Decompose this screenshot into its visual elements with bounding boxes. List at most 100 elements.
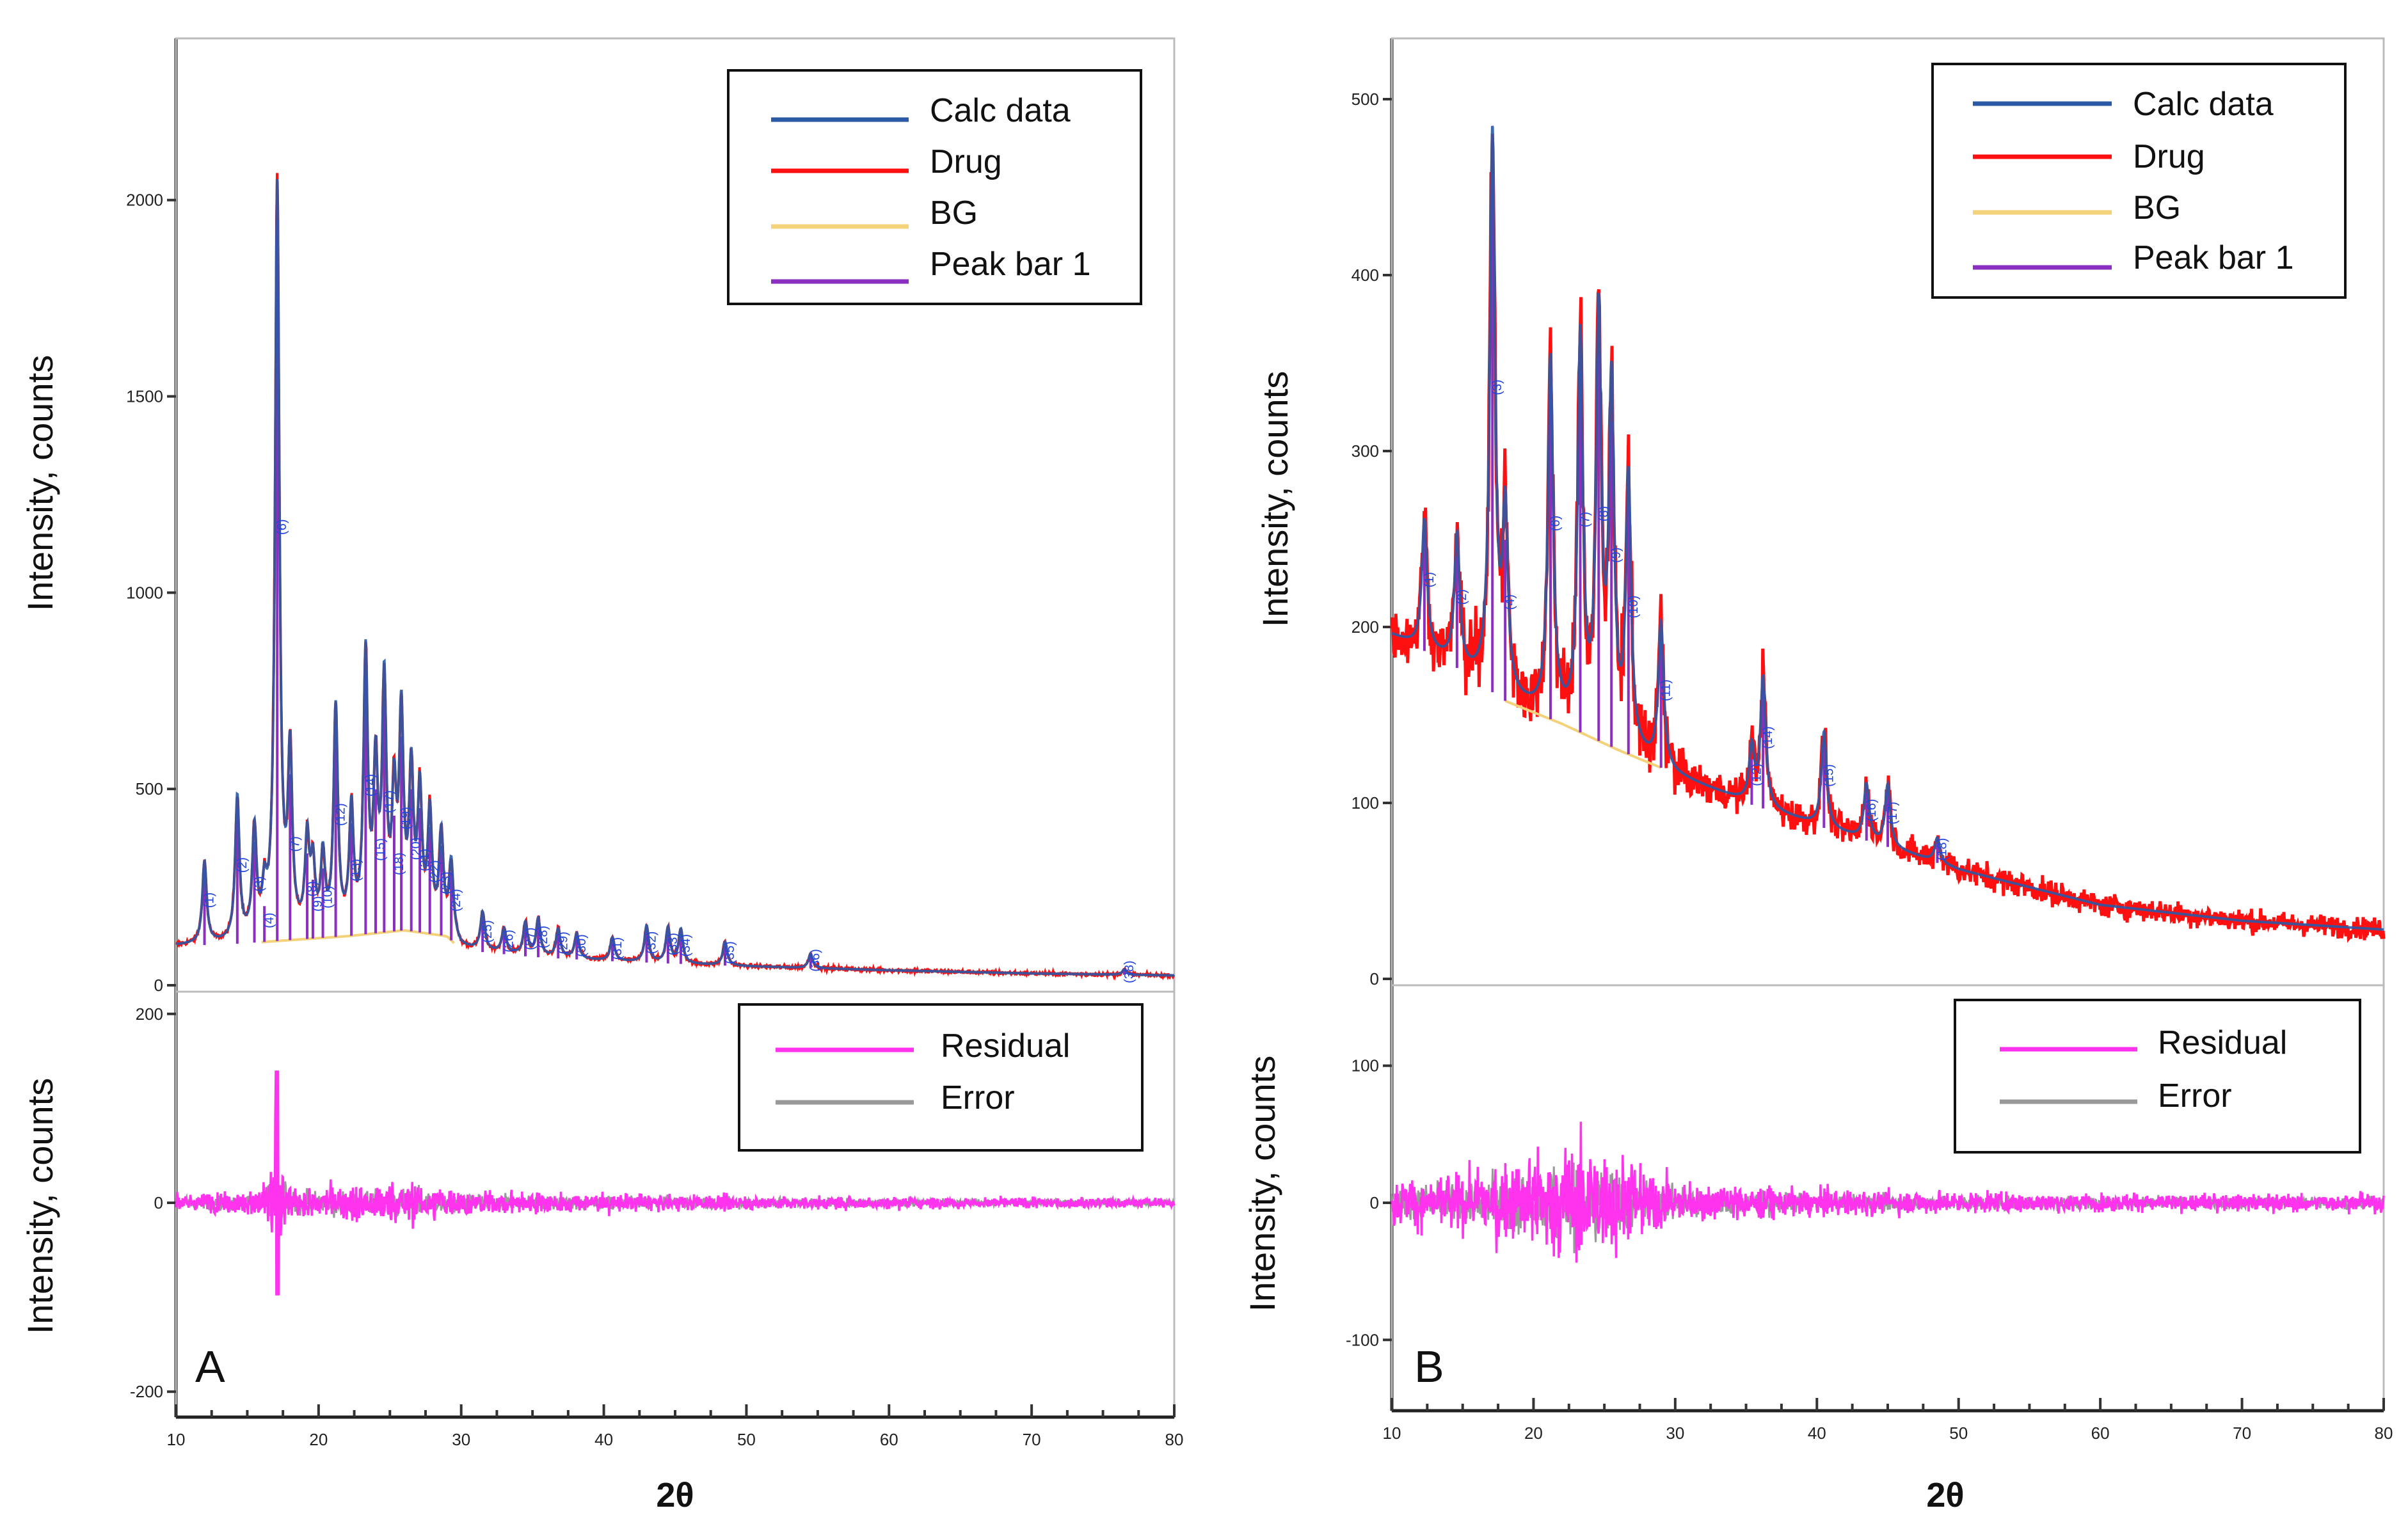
peak-label: (9) — [311, 896, 325, 911]
panel-a-letter: A — [195, 1342, 225, 1392]
x-tick-label: 10 — [1383, 1424, 1401, 1443]
legend-label-bg: BG — [2133, 189, 2181, 226]
legend-label-peak-bar: Peak bar 1 — [930, 246, 1091, 283]
peak-label: (20) — [410, 837, 424, 861]
peak-label: (18) — [1936, 838, 1950, 861]
x-tick-label: 20 — [1524, 1424, 1543, 1443]
peak-label: (11) — [1659, 679, 1673, 701]
x-tick-label: 80 — [1165, 1430, 1184, 1449]
panel-b-top-ylabel: Intensity, counts — [1255, 371, 1295, 628]
legend-label-residual: Residual — [941, 1027, 1070, 1065]
y-tick-label: 100 — [1352, 1056, 1379, 1075]
panel-a-bottom-curves — [175, 1070, 1176, 1296]
legend-label-drug: Drug — [2133, 138, 2205, 175]
panel-b-bottom-curves — [1391, 1122, 2385, 1263]
peak-label: (35) — [723, 941, 737, 964]
peak-label: (7) — [288, 836, 302, 852]
peak-label: (10) — [321, 885, 335, 908]
legend-label-drug: Drug — [930, 143, 1002, 180]
peak-label: (28) — [536, 926, 550, 949]
peak-label: (21) — [418, 848, 432, 871]
peak-label: (13) — [349, 859, 363, 882]
peak-label: (24) — [449, 889, 463, 912]
peak-label: (31) — [610, 937, 625, 960]
legend-label-bg: BG — [930, 194, 978, 232]
panel-a-x-ticks: 10 20 30 40 50 60 70 80 — [167, 1404, 1184, 1449]
peak-label: (2) — [1455, 589, 1469, 605]
series-calc-data — [1391, 125, 2384, 931]
legend-label-error: Error — [941, 1079, 1015, 1116]
peak-label: (15) — [1822, 764, 1836, 787]
x-tick-label: 50 — [737, 1430, 756, 1449]
peak-label: (33) — [666, 933, 680, 956]
panel-a-peak-labels: (1) (2)(3) (4) (6) (7) (8)(9)(10) (12) (13) (14)… — [203, 520, 1136, 983]
y-tick-label: -200 — [130, 1382, 163, 1401]
peak-label: (27) — [523, 928, 538, 951]
peak-label: (3) — [253, 876, 267, 891]
x-tick-label: 80 — [2375, 1424, 2393, 1443]
series-residual — [175, 1070, 1176, 1296]
peak-label: (22) — [428, 860, 442, 883]
peak-label: (8) — [1597, 506, 1611, 521]
x-tick-label: 40 — [594, 1430, 613, 1449]
panel-b-xlabel: 2θ — [1926, 1476, 1964, 1514]
peak-label: (12) — [334, 803, 348, 826]
peak-label: (17) — [1886, 802, 1900, 825]
panel-a-legend: Calc data Drug BG Peak bar 1 — [727, 69, 1142, 305]
legend-label-peak-bar: Peak bar 1 — [2133, 239, 2294, 276]
peak-label: (6) — [1549, 516, 1563, 531]
x-tick-label: 20 — [309, 1430, 328, 1449]
peak-label: (1) — [203, 892, 217, 908]
peak-label: (32) — [644, 932, 658, 955]
peak-label: (34) — [679, 934, 693, 957]
series-residual — [1391, 1122, 2385, 1263]
y-tick-label: 400 — [1352, 266, 1379, 285]
panel-a-xlabel: 2θ — [656, 1476, 694, 1514]
peak-label: (1) — [1423, 572, 1437, 587]
peak-label: (6) — [275, 520, 289, 535]
peak-label: (18) — [392, 852, 406, 875]
y-tick-label: 0 — [154, 976, 163, 995]
y-tick-label: 1000 — [126, 583, 163, 602]
peak-label: (38) — [1122, 960, 1136, 983]
peak-label: (16) — [1865, 799, 1879, 822]
panel-b-letter: B — [1414, 1342, 1444, 1392]
x-tick-label: 30 — [452, 1430, 470, 1449]
y-tick-label: 200 — [1352, 617, 1379, 637]
peak-label: (2) — [235, 857, 250, 873]
panel-b-x-ticks: 10 20 30 40 50 60 70 80 — [1383, 1398, 2393, 1443]
y-tick-label: 500 — [1352, 90, 1379, 109]
x-tick-label: 30 — [1666, 1424, 1684, 1443]
peak-label: (29) — [556, 932, 570, 955]
peak-label: (12) — [1750, 763, 1764, 786]
series-calc-data — [175, 178, 1174, 977]
x-tick-label: 10 — [167, 1430, 186, 1449]
panel-b-bottom-ylabel: Intensity, counts — [1242, 1056, 1282, 1312]
y-tick-label: 500 — [136, 779, 163, 798]
y-tick-label: 100 — [1352, 793, 1379, 813]
x-tick-label: 70 — [2233, 1424, 2251, 1443]
legend-label-residual: Residual — [2158, 1024, 2287, 1061]
x-tick-label: 60 — [880, 1430, 898, 1449]
series-bg — [1504, 699, 1662, 769]
y-tick-label: 2000 — [126, 191, 163, 210]
y-tick-label: 1500 — [126, 387, 163, 406]
legend-label-calc: Calc data — [2133, 86, 2274, 123]
x-tick-label: 40 — [1808, 1424, 1826, 1443]
legend-label-calc: Calc data — [930, 92, 1071, 129]
peak-label: (36) — [809, 949, 823, 972]
peak-label: (10) — [1627, 596, 1641, 619]
panel-b-bottom-y-ticks: -100 0 100 — [1346, 1056, 1392, 1349]
panel-b-residual-legend: Residual Error — [1954, 999, 2361, 1154]
series-bg — [261, 929, 455, 944]
peak-label: (4) — [1503, 594, 1517, 610]
x-tick-label: 50 — [1949, 1424, 1968, 1443]
panel-b-top-y-ticks: 0 100 200 300 400 500 — [1352, 90, 1392, 988]
panel-a-top-ylabel: Intensity, counts — [20, 355, 60, 612]
panel-b-peak-labels: (1) (2) (3) (4) (6) (7) (8) (9) (10) (11) (12) (14)… — [1423, 379, 1950, 861]
peak-label: (3) — [1490, 379, 1504, 395]
y-tick-label: 300 — [1352, 441, 1379, 461]
